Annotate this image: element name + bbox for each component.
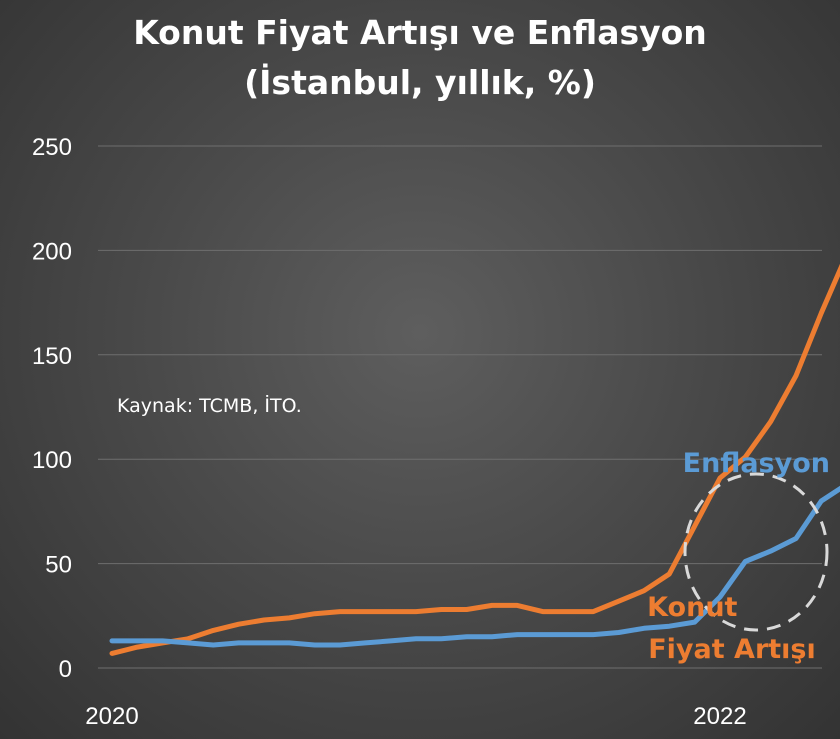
highlight-circle: [683, 472, 829, 632]
source-note: Kaynak: TCMB, İTO.: [117, 394, 302, 417]
chart-title: Konut Fiyat Artışı ve Enflasyon (İstanbu…: [0, 8, 840, 108]
y-tick-label: 250: [32, 134, 72, 161]
enflasyon-line: [109, 485, 840, 648]
x-axis-ticks: 202020222024: [85, 703, 746, 730]
y-tick-label: 150: [32, 343, 72, 370]
konut-label-line1: Konut: [647, 592, 737, 623]
gridlines: [98, 145, 822, 669]
konut-label: Konut Fiyat Artışı: [647, 592, 816, 665]
konut-label-line2: Fiyat Artışı: [648, 634, 816, 665]
series-lines: [109, 263, 840, 656]
konut-fiyat-artisi-line: [109, 263, 840, 656]
chart-title-line2: (İstanbul, yıllık, %): [244, 63, 596, 102]
y-tick-label: 200: [32, 238, 72, 265]
enflasyon-label-line: Enflasyon: [683, 448, 830, 479]
y-tick-label: 50: [45, 552, 72, 579]
y-tick-label: 0: [59, 656, 72, 683]
chart-title-line1: Konut Fiyat Artışı ve Enflasyon: [133, 13, 707, 52]
enflasyon-label: Enflasyon: [683, 448, 830, 479]
y-axis-ticks: 0 50 100 150 200 250: [32, 134, 72, 683]
y-tick-label: 100: [32, 447, 72, 474]
x-tick-label: 2020: [85, 703, 138, 730]
x-tick-label: 2022: [693, 703, 746, 730]
